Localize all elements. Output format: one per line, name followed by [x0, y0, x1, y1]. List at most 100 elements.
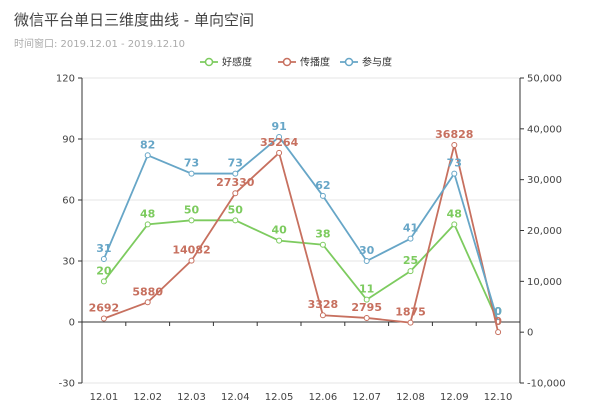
data-label: 82	[140, 138, 155, 151]
y-tick-label-left: 60	[62, 196, 75, 207]
grid-lines	[82, 77, 520, 384]
data-point	[407, 268, 414, 275]
x-tick-label: 12.06	[309, 392, 338, 403]
legend-item-2[interactable]: 参与度	[340, 56, 392, 69]
axes: -30 0 30 60 90 120 -10,000 0 10,000 20,000 30,000 4…	[56, 74, 566, 404]
data-label: 25	[403, 254, 418, 267]
legend-marker	[282, 57, 292, 67]
data-point	[232, 170, 239, 177]
data-label: 2692	[89, 301, 120, 314]
y-tick-label-right: 10,000	[527, 277, 562, 288]
y-tick-label-left: 120	[56, 74, 75, 85]
x-tick-label: 12.10	[484, 392, 513, 403]
data-label: 48	[447, 207, 462, 220]
data-label: 41	[403, 222, 418, 235]
data-label: 62	[315, 179, 330, 192]
data-point	[495, 319, 502, 325]
data-point	[188, 170, 195, 177]
legend-label: 参与度	[362, 56, 392, 69]
data-labels: 20 48 50 50 40 38 11 25 48 0 2692 5880 14082 27330 352…	[89, 120, 503, 328]
data-label: 91	[271, 120, 286, 133]
data-label: 0	[494, 305, 502, 318]
y-tick-label-right: 30,000	[527, 175, 562, 186]
legend-marker	[204, 57, 214, 67]
data-point	[100, 278, 107, 285]
legend-item-0[interactable]: 好感度	[200, 56, 252, 69]
data-label: 11	[359, 283, 374, 296]
x-tick-label: 12.01	[90, 392, 119, 403]
chart-title: 微信平台单日三维度曲线 - 单向空间	[14, 11, 254, 29]
y-tick-label-left: 0	[69, 318, 75, 329]
data-label: 31	[96, 242, 111, 255]
data-point	[188, 217, 195, 224]
x-tick-label: 12.09	[440, 392, 469, 403]
data-label: 5880	[132, 285, 163, 298]
chart-subtitle: 时间窗口: 2019.12.01 - 2019.12.10	[14, 39, 186, 50]
data-label: 50	[228, 203, 244, 216]
data-label: 35264	[260, 136, 299, 149]
x-tick-label: 12.08	[396, 392, 425, 403]
legend-label: 好感度	[222, 56, 252, 69]
x-tick-label: 12.04	[221, 392, 250, 403]
data-label: 27330	[216, 176, 255, 189]
y-tick-label-right: 20,000	[527, 226, 562, 237]
x-tick-label: 12.03	[177, 392, 206, 403]
data-label: 48	[140, 207, 155, 220]
data-label: 1875	[395, 306, 426, 319]
data-point	[407, 319, 414, 326]
data-label: 2795	[351, 301, 382, 314]
x-tick-label: 12.05	[265, 392, 294, 403]
data-label: 36828	[435, 128, 473, 141]
data-point	[407, 235, 414, 242]
data-point	[144, 152, 151, 159]
data-label: 73	[447, 157, 462, 170]
data-label: 20	[96, 264, 112, 277]
legend[interactable]: 好感度 传播度 参与度	[200, 56, 392, 69]
data-label: 3328	[308, 298, 339, 311]
y-tick-label-right: 50,000	[527, 74, 562, 85]
data-point	[100, 315, 107, 322]
y-tick-label-left: 30	[62, 257, 75, 268]
data-point	[144, 221, 151, 228]
data-point	[363, 314, 370, 321]
data-point	[232, 190, 239, 197]
series-line-1	[103, 144, 499, 333]
legend-item-1[interactable]: 传播度	[278, 56, 330, 69]
data-label: 0	[494, 305, 502, 318]
data-point	[451, 141, 458, 148]
data-point	[319, 312, 326, 319]
data-point	[100, 255, 107, 262]
series-lines	[100, 133, 502, 336]
data-point	[451, 170, 458, 177]
data-point	[144, 299, 151, 306]
data-point	[319, 192, 326, 199]
data-point	[363, 296, 370, 303]
series-line-0	[103, 219, 499, 323]
data-point	[276, 149, 283, 156]
data-label: 38	[315, 228, 330, 241]
data-label: 73	[184, 157, 199, 170]
data-point	[276, 237, 283, 244]
series-line-2	[103, 135, 499, 323]
data-point	[495, 329, 502, 336]
data-label: 40	[271, 224, 287, 237]
data-point	[232, 217, 239, 224]
y-tick-label-left: -30	[59, 379, 75, 390]
legend-label: 传播度	[300, 56, 330, 69]
data-label: 14082	[172, 244, 210, 257]
y-tick-label-right: 0	[527, 328, 533, 339]
y-tick-label-right: 40,000	[527, 124, 562, 135]
data-label: 30	[359, 244, 375, 257]
y-tick-label-right: -10,000	[527, 379, 566, 390]
data-point	[276, 133, 283, 140]
y-tick-label-left: 90	[62, 135, 75, 146]
data-point	[319, 241, 326, 248]
data-point	[188, 257, 195, 264]
x-tick-label: 12.02	[133, 392, 162, 403]
legend-marker	[344, 57, 354, 67]
data-label: 50	[184, 203, 200, 216]
data-label: 73	[228, 157, 243, 170]
data-point	[451, 221, 458, 228]
data-label: 0	[494, 315, 502, 328]
